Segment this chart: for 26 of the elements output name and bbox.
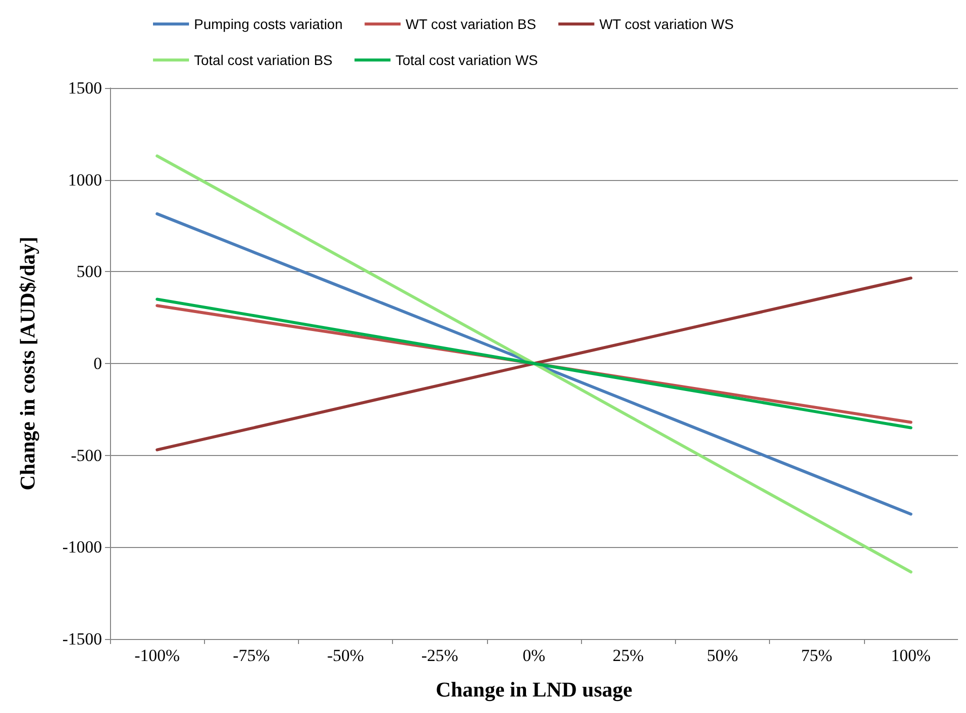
legend-label: Total cost variation WS bbox=[396, 52, 538, 68]
legend-label: Pumping costs variation bbox=[194, 16, 343, 32]
y-tick-label: 500 bbox=[76, 262, 102, 282]
x-tick-label: -25% bbox=[421, 646, 458, 665]
y-tick-label: 0 bbox=[94, 354, 102, 373]
y-tick-label: -1500 bbox=[62, 630, 102, 648]
y-tick-label: 1000 bbox=[68, 170, 102, 190]
x-tick-label: 75% bbox=[801, 646, 832, 665]
legend-label: WT cost variation WS bbox=[599, 16, 734, 32]
line-series bbox=[156, 154, 912, 574]
y-tick-label: -1000 bbox=[62, 538, 102, 557]
line-series bbox=[156, 212, 912, 516]
x-tick-label: 50% bbox=[706, 646, 738, 665]
y-axis-title: Change in costs [AUD$/day] bbox=[16, 236, 40, 490]
y-tick-label: -500 bbox=[70, 446, 102, 465]
x-tick-label: -75% bbox=[232, 646, 270, 665]
legend-label: Total cost variation BS bbox=[194, 52, 333, 68]
x-tick-label: -100% bbox=[134, 646, 180, 665]
legend-label: WT cost variation BS bbox=[406, 16, 536, 32]
x-tick-label: 25% bbox=[612, 646, 644, 665]
line-series bbox=[156, 276, 912, 452]
x-tick-label: 0% bbox=[522, 646, 546, 665]
x-axis-title: Change in LND usage bbox=[436, 678, 632, 702]
y-tick-label: 1500 bbox=[68, 78, 102, 98]
x-tick-label: -50% bbox=[327, 646, 364, 665]
x-tick-label: 100% bbox=[891, 646, 931, 665]
